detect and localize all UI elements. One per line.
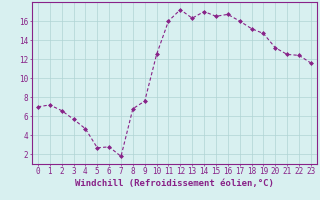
X-axis label: Windchill (Refroidissement éolien,°C): Windchill (Refroidissement éolien,°C) [75,179,274,188]
